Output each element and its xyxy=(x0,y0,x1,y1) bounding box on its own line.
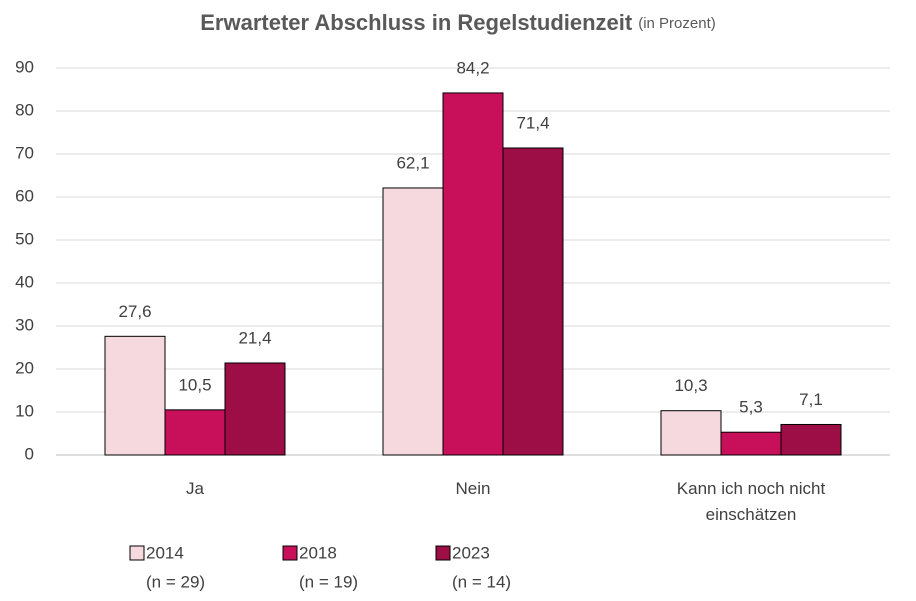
x-tick-label: Nein xyxy=(455,479,491,498)
bar xyxy=(104,335,166,456)
x-tick-label: Kann ich noch nicht einschätzen xyxy=(676,479,826,524)
y-tick-label: 60 xyxy=(15,186,34,205)
value-label: 71,4 xyxy=(516,113,549,132)
y-tick-label: 90 xyxy=(15,57,34,76)
bar xyxy=(442,92,504,456)
legend-sample: (n = 19) xyxy=(299,572,358,591)
bar xyxy=(502,147,564,456)
legend-swatch xyxy=(435,545,451,561)
title-main: Erwarteter Abschluss in Regelstudienzeit xyxy=(200,10,633,35)
bar xyxy=(224,362,286,456)
value-label: 27,6 xyxy=(118,302,151,321)
value-label: 84,2 xyxy=(456,58,489,77)
legend-label: 2018 xyxy=(299,543,337,562)
y-tick-label: 40 xyxy=(15,272,34,291)
legend-label: 2014 xyxy=(146,543,184,562)
bar xyxy=(720,431,782,456)
x-tick-label: Ja xyxy=(186,479,204,498)
chart-title: Erwarteter Abschluss in Regelstudienzeit… xyxy=(200,10,716,35)
legend-swatch xyxy=(129,545,145,561)
y-tick-label: 50 xyxy=(15,229,34,248)
legend-sample: (n = 29) xyxy=(146,572,205,591)
y-tick-label: 0 xyxy=(25,444,34,463)
value-label: 5,3 xyxy=(739,398,763,417)
y-tick-label: 70 xyxy=(15,143,34,162)
value-label: 62,1 xyxy=(396,153,429,172)
legend-sample: (n = 14) xyxy=(452,572,511,591)
y-tick-label: 30 xyxy=(15,315,34,334)
value-label: 21,4 xyxy=(238,328,271,347)
value-label: 7,1 xyxy=(799,390,823,409)
bar xyxy=(780,423,842,456)
title-sub: (in Prozent) xyxy=(638,15,716,32)
y-tick-label: 20 xyxy=(15,358,34,377)
bar xyxy=(164,409,226,456)
legend-swatch xyxy=(282,545,298,561)
bar xyxy=(660,410,722,456)
value-label: 10,3 xyxy=(674,376,707,395)
bar xyxy=(382,187,444,456)
value-label: 10,5 xyxy=(178,375,211,394)
y-tick-label: 80 xyxy=(15,100,34,119)
y-tick-label: 10 xyxy=(15,401,34,420)
legend-label: 2023 xyxy=(452,543,490,562)
